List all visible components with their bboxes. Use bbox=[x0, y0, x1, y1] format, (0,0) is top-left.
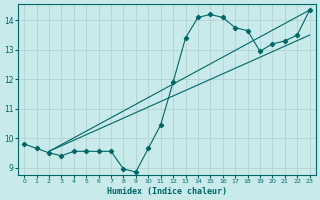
X-axis label: Humidex (Indice chaleur): Humidex (Indice chaleur) bbox=[107, 187, 227, 196]
